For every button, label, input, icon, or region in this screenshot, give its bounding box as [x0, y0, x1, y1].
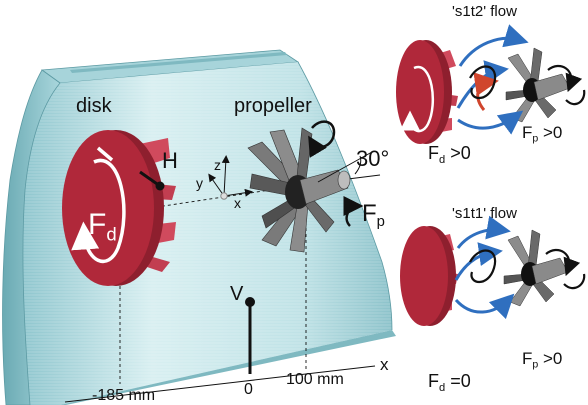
inset-s1t1-title: 's1t1' flow: [452, 205, 517, 222]
inset-s1t2: [396, 24, 586, 144]
inset-s1t2-fp-sub: p: [532, 132, 539, 145]
origin-point: [220, 192, 228, 200]
label-disk: disk: [76, 95, 112, 117]
propeller-nacelle: [299, 169, 349, 205]
coordinate-axes: [208, 155, 253, 200]
label-disk-force: Fd: [88, 210, 117, 244]
inset-s1t2-flow-arrow-bottom: [457, 110, 524, 135]
inset-s1t1-fd-main: F: [428, 371, 439, 391]
inset-s1t1-disk: [400, 226, 448, 326]
channel-rail: [70, 52, 287, 73]
centerline: [149, 189, 271, 209]
inset-s1t1: [400, 215, 586, 326]
inset-s1t1-fd-cond: =0: [445, 371, 471, 391]
inset-s1t2-fp-main: F: [522, 123, 533, 142]
hub-height-probe: [139, 170, 165, 191]
vertical-probe: [245, 297, 255, 374]
axis-z-arrow: [221, 155, 230, 197]
inset-s1t2-disk: [396, 40, 444, 144]
inset-s1t2-flow-arrow-top: [458, 24, 529, 67]
label-vertical-probe: V: [230, 283, 244, 305]
inset-s1t2-fp-cond: >0: [538, 123, 563, 142]
label-tick-zero: 0: [244, 381, 253, 398]
inset-s1t1-propeller-force: Fp >0: [522, 350, 562, 370]
disk-rotation-arrow: [71, 158, 126, 263]
label-axis-z: z: [214, 157, 221, 173]
inset-s1t2-fd-main: F: [428, 143, 439, 163]
inset-s1t2-wake-swirl: [469, 65, 497, 100]
label-axis-y: y: [196, 175, 203, 191]
inset-s1t1-flow-arrow-bottom: [454, 293, 515, 320]
inset-s1t2-recirculation-arrow: [473, 72, 499, 111]
label-disk-force-sub: d: [106, 223, 117, 245]
inset-s1t2-propeller-force: Fp >0: [522, 124, 562, 144]
inset-s1t1-fp-cond: >0: [538, 349, 563, 368]
propeller-rotation-arrow-top: [308, 120, 336, 158]
inset-s1t1-flow-arrow-top: [456, 215, 511, 249]
label-tick-100mm: 100 mm: [286, 371, 344, 388]
inset-s1t2-fd-sub: d: [439, 153, 446, 166]
inset-s1t1-fp-sub: p: [532, 358, 539, 371]
label-x-axis: x: [380, 355, 389, 374]
inset-s1t1-disk-force: Fd =0: [428, 372, 471, 394]
label-axis-x: x: [234, 195, 241, 211]
disk: [62, 130, 176, 286]
label-tilt-angle: 30°: [356, 146, 390, 171]
inset-s1t2-fd-cond: >0: [445, 143, 471, 163]
disk-face: [62, 130, 154, 286]
inset-s1t1-fd-sub: d: [439, 381, 446, 394]
channel-floor-edge: [60, 330, 396, 405]
label-disk-force-main: F: [88, 208, 107, 241]
inset-s1t1-fp-main: F: [522, 349, 533, 368]
label-propeller: propeller: [234, 95, 312, 117]
label-tick-minus-185mm: -185 mm: [92, 387, 156, 404]
x-axis-line: [64, 365, 376, 403]
tilt-angle-indicator: [317, 151, 373, 183]
channel-left-wall: [2, 69, 61, 405]
label-propeller-force-sub: p: [376, 214, 385, 231]
inset-s1t1-wake-swirl: [469, 249, 497, 284]
label-hub-height: H: [162, 148, 178, 173]
inset-s1t2-disk-force: Fd >0: [428, 144, 471, 166]
propeller: [247, 127, 351, 253]
label-propeller-force-main: F: [362, 200, 377, 227]
axis-x-arrow: [223, 188, 253, 197]
propeller-rotation-arrow-bottom: [343, 196, 364, 227]
label-propeller-force: Fp: [362, 202, 385, 230]
axis-y-arrow: [208, 173, 225, 197]
inset-s1t2-title: 's1t2' flow: [452, 3, 517, 20]
flume-channel: [2, 49, 396, 405]
